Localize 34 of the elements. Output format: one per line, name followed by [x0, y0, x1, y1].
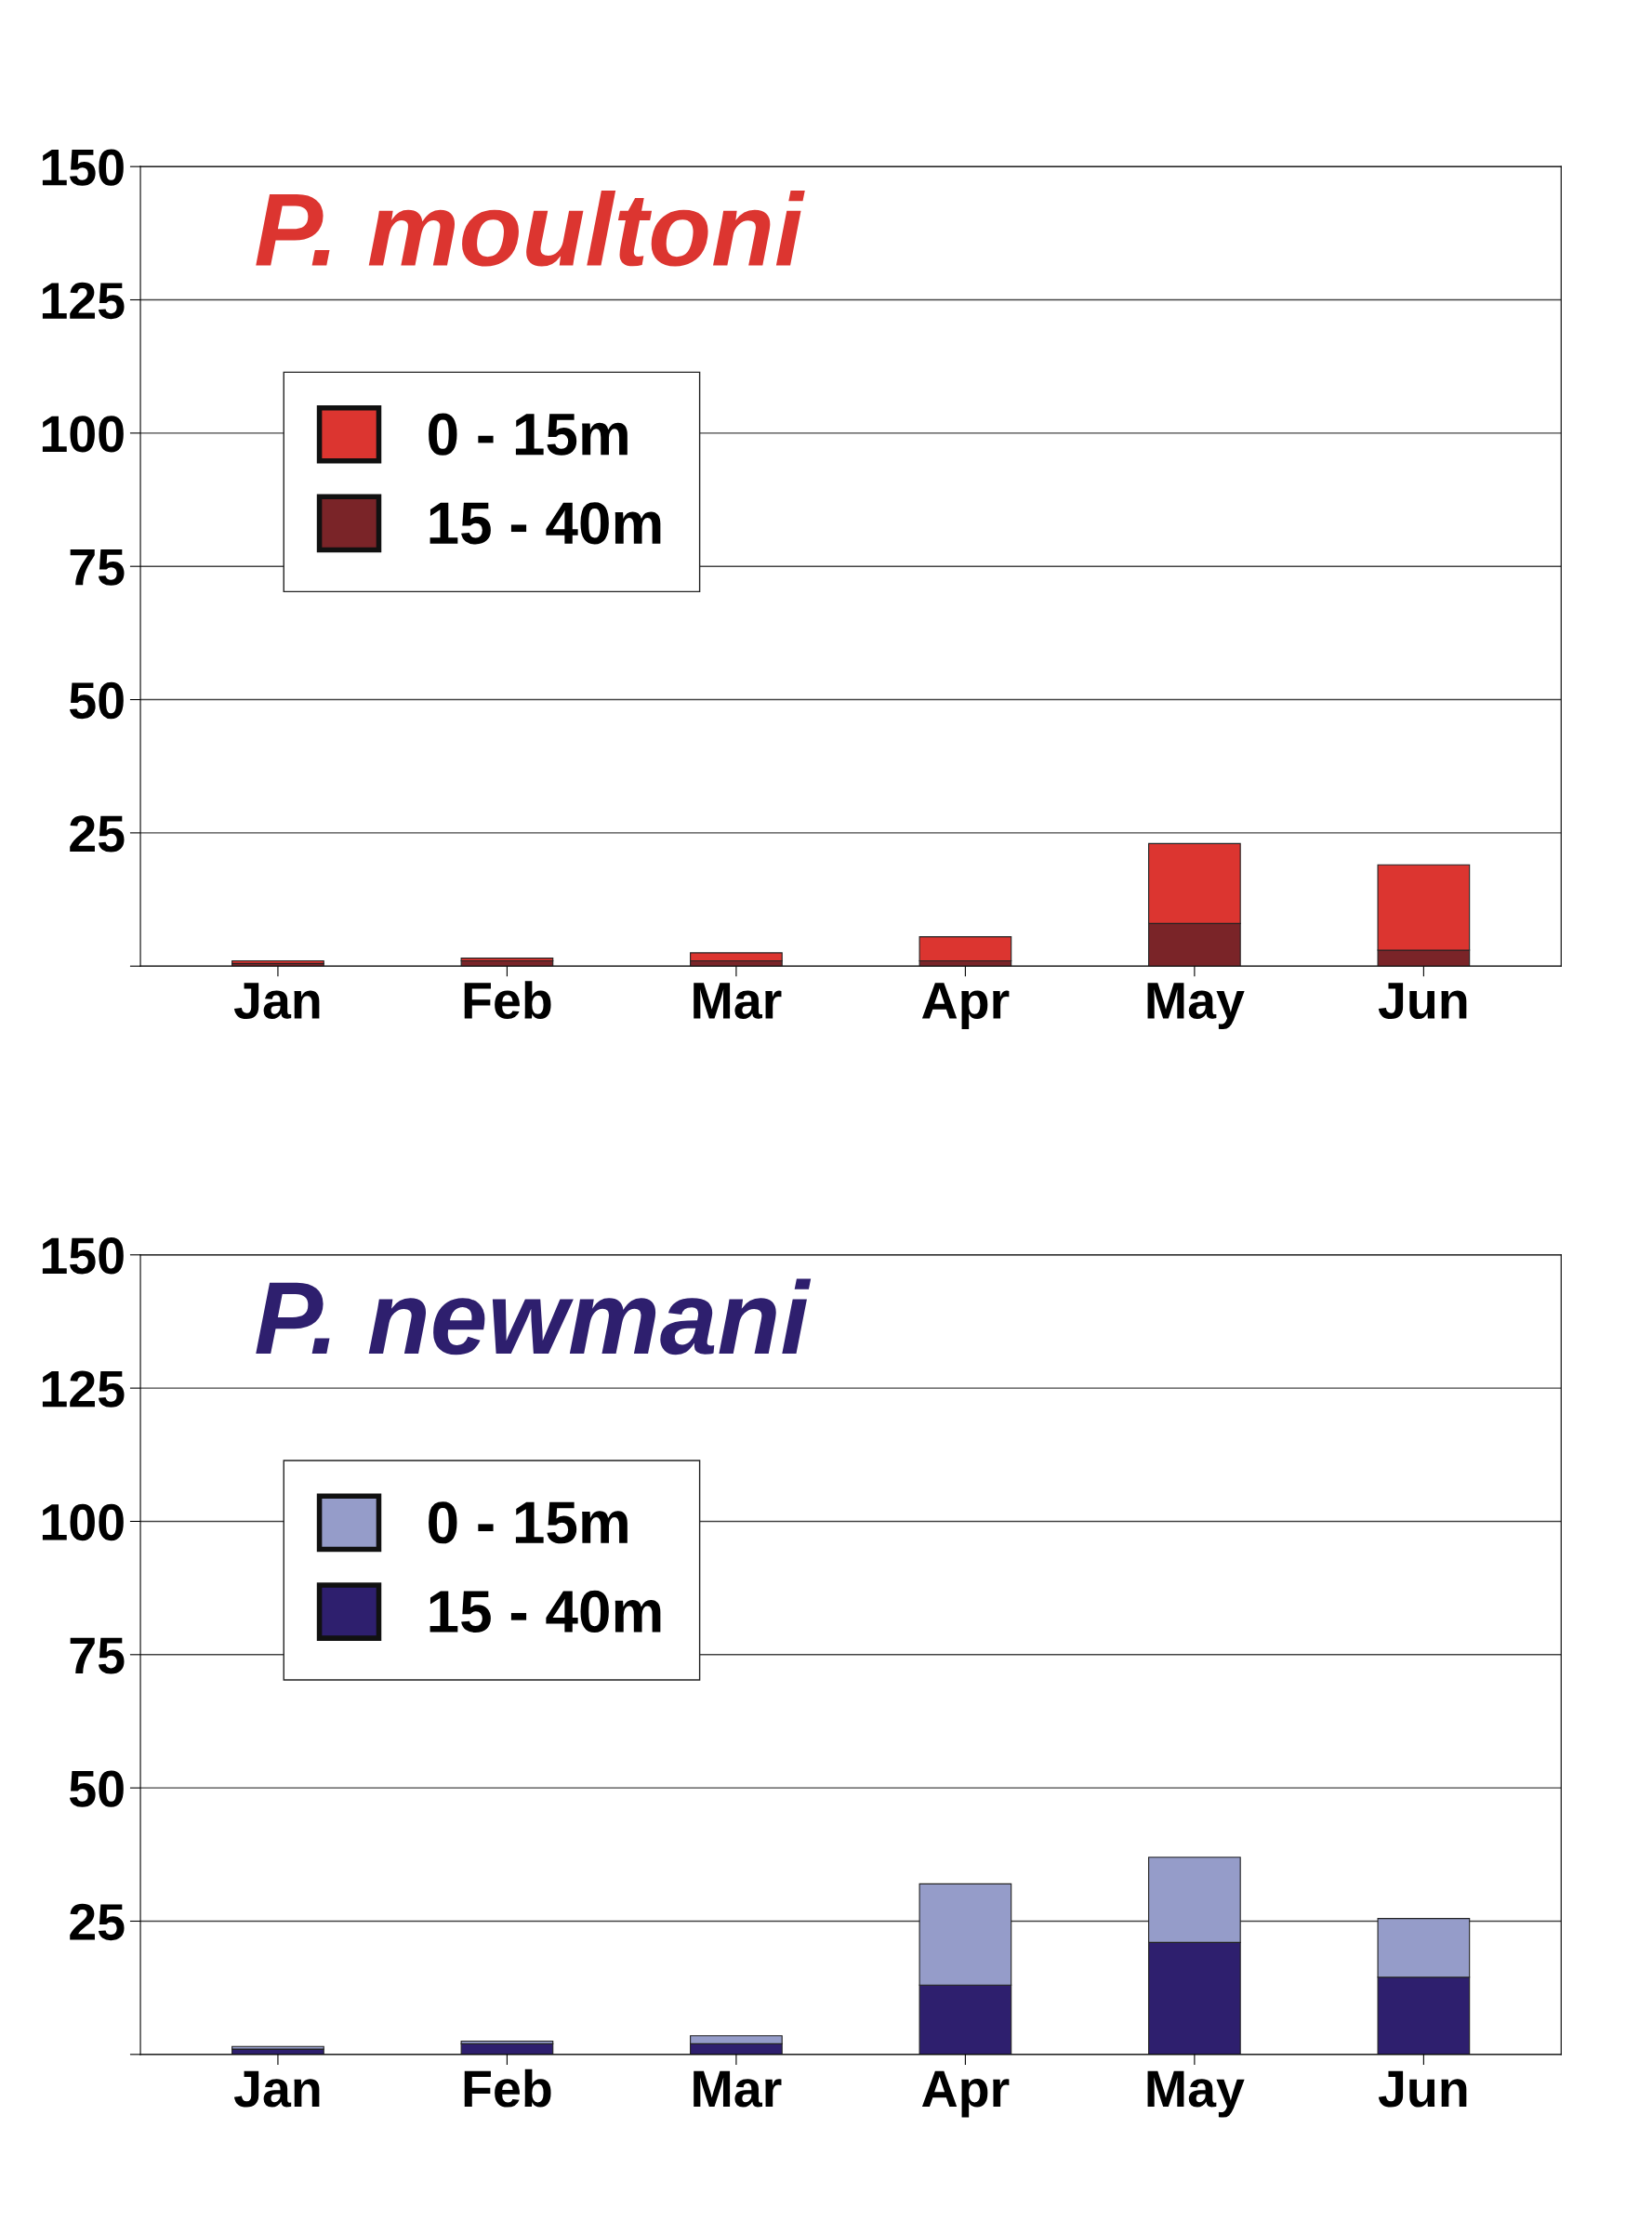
- legend-label: 0 - 15m: [429, 413, 628, 456]
- y-tick-label: 50: [69, 1770, 124, 1807]
- chart-title: P. moultoni: [256, 190, 805, 267]
- x-tick-label: Mar: [694, 2070, 782, 2108]
- y-tick-label: 125: [42, 282, 125, 320]
- chart-title: P. newmani: [256, 1278, 812, 1355]
- y-tick-label: 75: [70, 549, 125, 586]
- y-tick-label: 150: [42, 1237, 124, 1275]
- y-tick-label: 150: [42, 149, 124, 186]
- x-tick-label: Jun: [1378, 2070, 1467, 2108]
- bar: [919, 936, 1012, 962]
- x-tick-label: Feb: [464, 981, 551, 1019]
- x-tick-label: Jun: [1378, 983, 1467, 1019]
- x-tick-label: Apr: [921, 2070, 1010, 2118]
- x-tick-label: Jan: [233, 2070, 320, 2108]
- x-tick-label: Jan: [233, 983, 320, 1019]
- y-tick-label: 50: [69, 681, 124, 720]
- x-tick-label: Apr: [921, 983, 1010, 1029]
- x-tick-label: Feb: [464, 2069, 551, 2108]
- y-tick-label: 75: [70, 1637, 125, 1674]
- y-tick-label: 25: [70, 1903, 125, 1941]
- y-tick-label: 125: [42, 1370, 125, 1408]
- legend-label: 15 - 40m: [430, 502, 661, 545]
- bar: [690, 952, 783, 962]
- x-tick-label: May: [1147, 983, 1245, 1029]
- legend-label: 15 - 40m: [430, 1590, 661, 1633]
- x-tick-label: Mar: [694, 983, 782, 1019]
- y-tick-label: 100: [42, 1503, 124, 1541]
- bar: [460, 958, 554, 962]
- legend-label: 0 - 15m: [429, 1501, 628, 1544]
- y-tick-label: 100: [42, 416, 124, 453]
- y-tick-label: 25: [70, 815, 125, 853]
- bar: [231, 2045, 324, 2050]
- x-tick-label: May: [1147, 2070, 1245, 2118]
